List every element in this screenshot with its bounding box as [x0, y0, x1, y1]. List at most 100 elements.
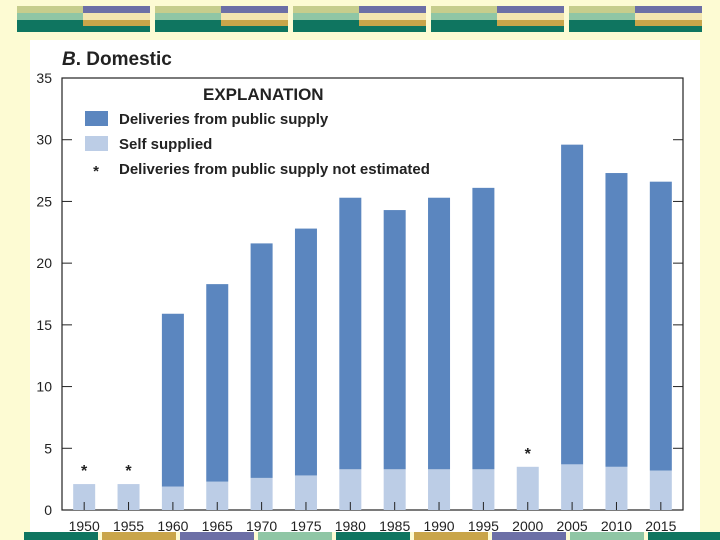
decor-stripe	[17, 26, 150, 32]
decor-stripe	[17, 13, 83, 20]
decor-stripe	[17, 6, 83, 13]
decor-stripe	[180, 532, 254, 540]
legend-label: Deliveries from public supply not estima…	[119, 161, 430, 178]
bar-self-supplied	[294, 475, 317, 510]
bar-public-supply	[472, 187, 495, 470]
bar-public-supply	[339, 197, 362, 470]
bar-self-supplied	[383, 469, 406, 510]
legend-title: EXPLANATION	[203, 85, 324, 104]
footer-decoration	[0, 532, 720, 540]
decor-stripe	[359, 13, 426, 20]
legend-swatch	[85, 136, 108, 151]
bar-self-supplied	[161, 486, 184, 510]
bar-self-supplied	[561, 464, 584, 510]
chart-panel: B. Domestic * * * 0 5 10 15 20 25 30 35 1950 1955 19…	[30, 40, 700, 534]
x-tick-label: 1990	[423, 518, 454, 532]
bar-public-supply	[428, 197, 451, 470]
x-tick-label: 2000	[512, 518, 543, 532]
decor-stripe	[431, 6, 497, 13]
x-tick-label: 1960	[157, 518, 188, 532]
y-tick-label: 15	[36, 317, 52, 333]
bar-public-supply	[561, 144, 584, 465]
decor-stripe	[293, 20, 359, 26]
decor-stripe	[431, 13, 497, 20]
decor-tile	[17, 6, 150, 32]
decor-stripe	[414, 532, 488, 540]
x-tick-label: 1995	[468, 518, 499, 532]
y-tick-label: 30	[36, 132, 52, 148]
legend-swatch	[85, 111, 108, 126]
domestic-water-use-chart: B. Domestic * * * 0 5 10 15 20 25 30 35 1950 1955 19…	[36, 49, 684, 534]
decor-stripe	[569, 26, 702, 32]
bar-public-supply	[294, 228, 317, 476]
bar-self-supplied	[250, 477, 273, 510]
decor-tile	[431, 6, 564, 32]
decor-stripe	[431, 26, 564, 32]
bar-public-supply	[161, 313, 184, 487]
decor-stripe	[17, 20, 83, 26]
decor-stripe	[155, 20, 221, 26]
y-tick-label: 25	[36, 193, 52, 209]
decor-stripe	[155, 26, 288, 32]
svg-text:B. Domestic: B. Domestic	[62, 49, 172, 70]
bar-self-supplied	[73, 484, 96, 510]
not-estimated-marker: *	[81, 463, 88, 480]
decor-stripe	[102, 532, 176, 540]
decor-stripe	[293, 6, 359, 13]
bar-self-supplied	[117, 484, 140, 510]
decor-stripe	[497, 6, 564, 13]
x-tick-label: 1975	[290, 518, 321, 532]
x-tick-label: 1950	[69, 518, 100, 532]
decor-stripe	[492, 532, 566, 540]
decor-stripe	[221, 13, 288, 20]
y-tick-label: 5	[44, 440, 52, 456]
plot-frame	[61, 77, 684, 511]
bar-self-supplied	[516, 466, 539, 510]
decor-stripe	[635, 20, 702, 26]
not-estimated-marker: *	[525, 446, 532, 463]
decor-stripe	[497, 20, 564, 26]
decor-stripe	[24, 532, 98, 540]
x-tick-label: 1955	[113, 518, 144, 532]
decor-tile	[155, 6, 288, 32]
decor-tile	[569, 6, 702, 32]
decor-stripe	[293, 13, 359, 20]
decor-stripe	[83, 20, 150, 26]
decor-stripe	[155, 13, 221, 20]
bar-public-supply	[383, 210, 406, 470]
bar-self-supplied	[472, 469, 495, 510]
bar-self-supplied	[428, 469, 451, 510]
x-tick-label: 1965	[202, 518, 233, 532]
decor-stripe	[569, 6, 635, 13]
decor-stripe	[569, 13, 635, 20]
decor-stripe	[258, 532, 332, 540]
decor-stripe	[221, 20, 288, 26]
y-tick-label: 20	[36, 255, 52, 271]
legend-marker: *	[93, 163, 99, 180]
decor-stripe	[648, 532, 720, 540]
decor-stripe	[431, 20, 497, 26]
decor-stripe	[359, 20, 426, 26]
panel-label: B	[62, 49, 76, 70]
x-tick-label: 2015	[645, 518, 676, 532]
bar-public-supply	[649, 181, 672, 471]
not-estimated-marker: *	[125, 463, 132, 480]
decor-stripe	[221, 6, 288, 13]
legend-label: Deliveries from public supply	[119, 111, 329, 128]
y-tick-label: 35	[36, 70, 52, 86]
x-tick-label: 1985	[379, 518, 410, 532]
y-tick-label: 10	[36, 379, 52, 395]
decor-stripe	[359, 6, 426, 13]
decor-stripe	[497, 13, 564, 20]
legend-label: Self supplied	[119, 136, 212, 153]
bar-public-supply	[206, 284, 229, 482]
bar-self-supplied	[605, 466, 628, 510]
decor-stripe	[635, 13, 702, 20]
header-decoration	[0, 0, 720, 34]
bar-self-supplied	[206, 481, 229, 510]
x-tick-label: 1980	[335, 518, 366, 532]
decor-stripe	[635, 6, 702, 13]
decor-stripe	[336, 532, 410, 540]
bar-self-supplied	[339, 469, 362, 510]
y-tick-label: 0	[44, 502, 52, 518]
